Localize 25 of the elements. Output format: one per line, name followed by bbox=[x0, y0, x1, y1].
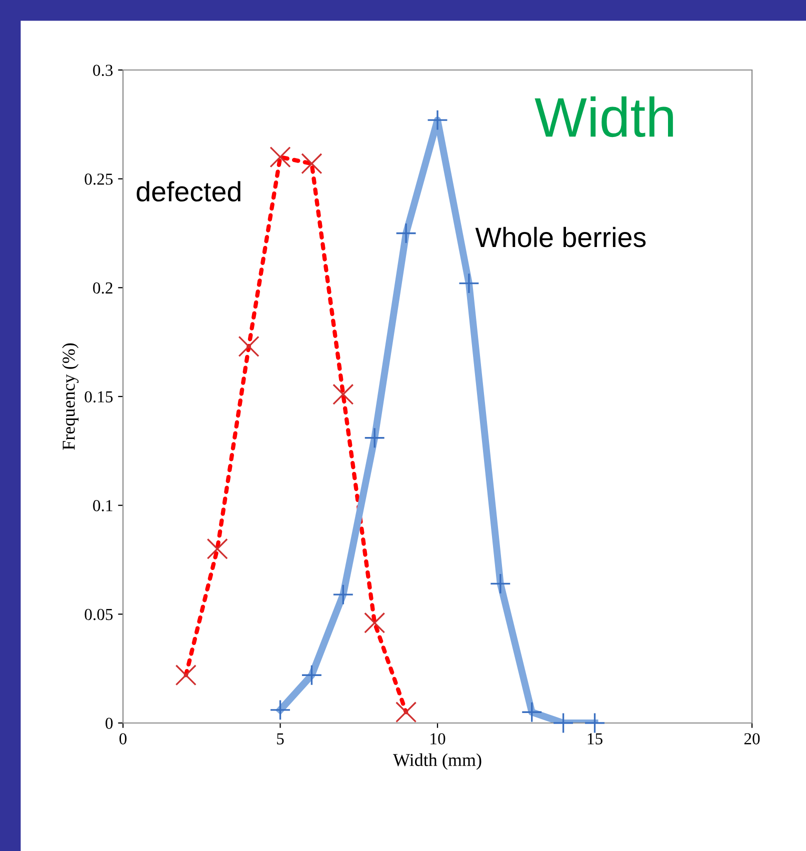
point bbox=[395, 702, 417, 723]
x-tick-label: 5 bbox=[277, 733, 284, 744]
point bbox=[238, 336, 260, 357]
chart-title: Width bbox=[534, 96, 673, 138]
x-tick-label: 20 bbox=[744, 733, 760, 744]
point bbox=[175, 664, 196, 686]
x-axis-title: Width (mm) bbox=[393, 753, 482, 770]
point bbox=[301, 153, 322, 174]
y-tick-label: 0.2 bbox=[93, 282, 112, 294]
y-tick-label: 0 bbox=[106, 718, 113, 729]
y-tick-label: 0.1 bbox=[93, 500, 112, 512]
y-tick-label: 0.05 bbox=[84, 608, 113, 620]
point bbox=[364, 612, 386, 634]
x-tick-label: 0 bbox=[119, 733, 127, 744]
series-label: defected bbox=[136, 181, 240, 202]
y-tick-label: 0.15 bbox=[84, 391, 113, 403]
point bbox=[270, 146, 291, 168]
y-tick-label: 0.25 bbox=[84, 174, 113, 185]
point bbox=[332, 384, 354, 405]
point bbox=[206, 538, 228, 560]
y-tick-label: 0.3 bbox=[93, 64, 113, 76]
x-tick-label: 15 bbox=[588, 733, 602, 744]
y-axis-title: Frequency (%) bbox=[62, 343, 79, 450]
x-tick-label: 10 bbox=[430, 733, 446, 744]
series-label: Whole berries bbox=[475, 226, 646, 248]
